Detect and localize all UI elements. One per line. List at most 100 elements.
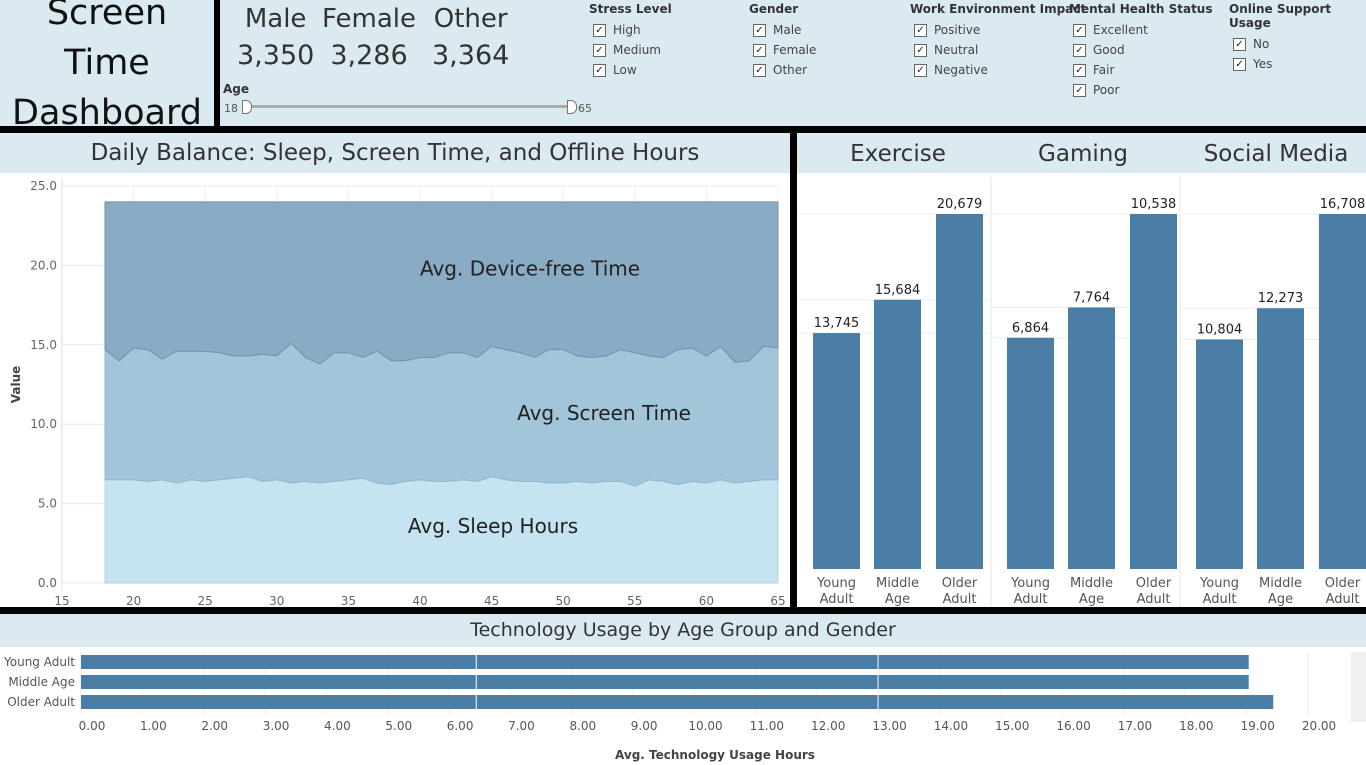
filter-title: Online Support Usage <box>1229 2 1332 30</box>
checkbox-checked-icon[interactable]: ✓ <box>593 63 606 77</box>
filter-option-label: Positive <box>934 23 981 37</box>
activity-bar[interactable] <box>1319 214 1366 569</box>
checkbox-checked-icon[interactable]: ✓ <box>1233 57 1246 71</box>
x-tick-label: 35 <box>341 594 356 607</box>
filter-option-positive[interactable]: ✓ Positive <box>914 20 1086 40</box>
filter-online-support-usage: Online Support Usage ✓ No ✓ Yes <box>1229 2 1366 74</box>
filter-option-poor[interactable]: ✓ Poor <box>1073 80 1213 100</box>
checkbox-checked-icon[interactable]: ✓ <box>914 23 927 37</box>
checkbox-checked-icon[interactable]: ✓ <box>753 23 766 37</box>
bar-category-label: Adult <box>1203 592 1237 607</box>
checkbox-checked-icon[interactable]: ✓ <box>1233 37 1246 51</box>
checkbox-checked-icon[interactable]: ✓ <box>1073 83 1086 97</box>
age-slider-min-handle[interactable] <box>242 100 252 114</box>
filter-option-yes[interactable]: ✓ Yes <box>1233 54 1366 74</box>
filter-option-fair[interactable]: ✓ Fair <box>1073 60 1213 80</box>
area-avg-device-free-time[interactable] <box>104 201 779 365</box>
filter-option-label: No <box>1253 37 1270 51</box>
tech-usage-segment[interactable] <box>476 655 878 669</box>
bar-category-label: Age <box>885 592 910 607</box>
checkbox-checked-icon[interactable]: ✓ <box>1073 23 1086 37</box>
filter-option-good[interactable]: ✓ Good <box>1073 40 1213 60</box>
tech-usage-segment[interactable] <box>81 695 476 709</box>
bar-value-label: 6,864 <box>1012 321 1049 336</box>
checkbox-checked-icon[interactable]: ✓ <box>914 43 927 57</box>
x-tick-label: 5.00 <box>385 719 412 733</box>
filter-mental-health-status: Mental Health Status ✓ Excellent ✓ Good ✓ Fair… <box>1069 2 1213 100</box>
tech-usage-segment[interactable] <box>878 655 1249 669</box>
tech-usage-segment[interactable] <box>476 675 878 689</box>
checkbox-checked-icon[interactable]: ✓ <box>1073 43 1086 57</box>
bar-value-label: 15,684 <box>875 283 921 298</box>
age-min-label: 18 <box>224 102 238 115</box>
tech-usage-segment[interactable] <box>878 695 1274 709</box>
age-slider-track[interactable] <box>244 105 572 108</box>
activity-bar[interactable] <box>936 214 983 569</box>
tech-usage-segment[interactable] <box>81 675 476 689</box>
activity-bar[interactable] <box>1007 337 1054 569</box>
filter-option-other[interactable]: ✓ Other <box>753 60 816 80</box>
filter-option-label: Female <box>773 43 817 57</box>
filter-option-neutral[interactable]: ✓ Neutral <box>914 40 1086 60</box>
tech-usage-segment[interactable] <box>81 655 476 669</box>
filter-option-label: Negative <box>934 63 988 77</box>
filter-option-no[interactable]: ✓ No <box>1233 34 1366 54</box>
filter-option-excellent[interactable]: ✓ Excellent <box>1073 20 1213 40</box>
bar-category-label: Middle <box>876 576 919 591</box>
x-tick-label: 19.00 <box>1240 719 1274 733</box>
kpi-value: 3,364 <box>432 40 510 71</box>
x-tick-label: 10.00 <box>688 719 722 733</box>
checkbox-checked-icon[interactable]: ✓ <box>914 63 927 77</box>
x-tick-label: 55 <box>627 594 642 607</box>
activity-bar[interactable] <box>1068 307 1115 569</box>
y-tick-label: 25.0 <box>30 179 57 193</box>
age-slider-max-handle[interactable] <box>567 100 577 114</box>
activity-bar[interactable] <box>813 333 860 569</box>
bar-category-label: Adult <box>820 592 854 607</box>
kpi-label: Female <box>322 4 417 34</box>
x-tick-label: 18.00 <box>1179 719 1213 733</box>
y-tick-label: 15.0 <box>30 338 57 352</box>
bar-category-label: Older <box>1136 576 1172 591</box>
filter-stress-level: Stress Level ✓ High ✓ Medium ✓ Low <box>589 2 672 80</box>
tech-usage-segment[interactable] <box>878 675 1249 689</box>
scrollbar[interactable] <box>1351 652 1366 722</box>
x-tick-label: 8.00 <box>569 719 596 733</box>
x-tick-label: 65 <box>770 594 785 607</box>
checkbox-checked-icon[interactable]: ✓ <box>753 43 766 57</box>
bar-value-label: 12,273 <box>1258 291 1304 306</box>
checkbox-checked-icon[interactable]: ✓ <box>1073 63 1086 77</box>
x-tick-label: 9.00 <box>631 719 658 733</box>
filter-option-negative[interactable]: ✓ Negative <box>914 60 1086 80</box>
kpi-label: Other <box>433 4 508 34</box>
x-tick-label: 6.00 <box>447 719 474 733</box>
age-filter-label: Age <box>223 82 250 96</box>
activity-bar[interactable] <box>1196 339 1243 569</box>
tech-usage-segment[interactable] <box>476 695 878 709</box>
bar-category-label: Middle <box>1259 576 1302 591</box>
checkbox-checked-icon[interactable]: ✓ <box>593 43 606 57</box>
filter-option-label: Neutral <box>934 43 979 57</box>
bar-category-label: Adult <box>943 592 977 607</box>
activity-bars-panel: Exercise 13,745 Young Adult 15,684 Middle Age 2… <box>797 133 1366 607</box>
activity-bar[interactable] <box>1257 308 1304 569</box>
bar-category-label: Adult <box>1014 592 1048 607</box>
bar-category-label: Age <box>1268 592 1293 607</box>
filter-option-female[interactable]: ✓ Female <box>753 40 816 60</box>
bar-category-label: Young <box>1010 576 1050 591</box>
filter-option-medium[interactable]: ✓ Medium <box>593 40 672 60</box>
filter-option-high[interactable]: ✓ High <box>593 20 672 40</box>
checkbox-checked-icon[interactable]: ✓ <box>753 63 766 77</box>
activity-bars-chart: Exercise13,745YoungAdult15,684MiddleAge2… <box>799 141 1366 607</box>
filter-option-low[interactable]: ✓ Low <box>593 60 672 80</box>
area-series-label: Avg. Sleep Hours <box>408 514 578 538</box>
filter-option-label: Other <box>773 63 808 77</box>
x-tick-label: 7.00 <box>508 719 535 733</box>
activity-bar[interactable] <box>874 299 921 569</box>
bar-category-label: Middle <box>1070 576 1113 591</box>
activity-bar[interactable] <box>1130 214 1177 569</box>
filter-option-label: High <box>613 23 641 37</box>
filter-option-male[interactable]: ✓ Male <box>753 20 816 40</box>
checkbox-checked-icon[interactable]: ✓ <box>593 23 606 37</box>
x-tick-label: 15.00 <box>995 719 1029 733</box>
